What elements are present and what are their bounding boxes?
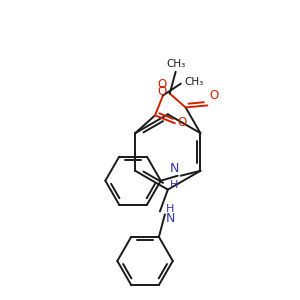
Text: N: N <box>166 212 175 225</box>
Text: CH₃: CH₃ <box>166 59 185 69</box>
Text: O: O <box>158 78 166 91</box>
Text: O: O <box>158 85 167 98</box>
Text: O: O <box>209 89 219 102</box>
Text: N: N <box>169 162 178 175</box>
Text: H: H <box>170 180 178 190</box>
Text: O: O <box>178 116 187 129</box>
Text: CH₃: CH₃ <box>185 76 204 87</box>
Text: H: H <box>166 203 174 214</box>
